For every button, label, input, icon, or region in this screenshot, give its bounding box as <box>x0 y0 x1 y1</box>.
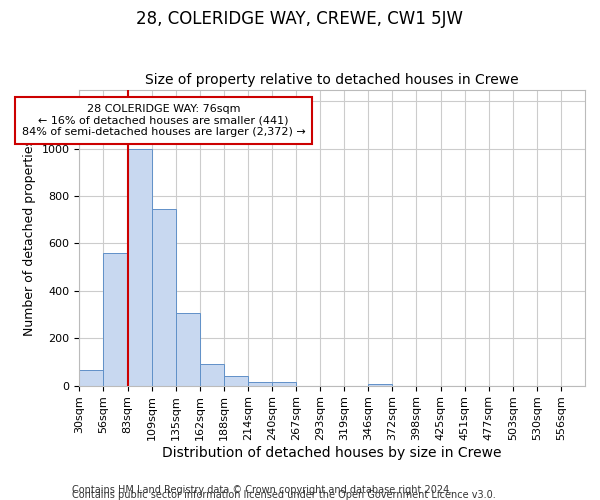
Bar <box>224 376 248 386</box>
Bar <box>368 384 392 386</box>
Bar <box>176 314 200 386</box>
Bar <box>128 149 152 386</box>
Bar <box>152 209 176 386</box>
Bar <box>79 370 103 386</box>
Bar <box>248 382 272 386</box>
Bar <box>272 382 296 386</box>
Text: Contains public sector information licensed under the Open Government Licence v3: Contains public sector information licen… <box>72 490 496 500</box>
X-axis label: Distribution of detached houses by size in Crewe: Distribution of detached houses by size … <box>163 446 502 460</box>
Y-axis label: Number of detached properties: Number of detached properties <box>23 139 36 336</box>
Text: 28, COLERIDGE WAY, CREWE, CW1 5JW: 28, COLERIDGE WAY, CREWE, CW1 5JW <box>137 10 464 28</box>
Text: 28 COLERIDGE WAY: 76sqm
← 16% of detached houses are smaller (441)
84% of semi-d: 28 COLERIDGE WAY: 76sqm ← 16% of detache… <box>22 104 305 137</box>
Title: Size of property relative to detached houses in Crewe: Size of property relative to detached ho… <box>145 73 519 87</box>
Bar <box>200 364 224 386</box>
Text: Contains HM Land Registry data © Crown copyright and database right 2024.: Contains HM Land Registry data © Crown c… <box>72 485 452 495</box>
Bar <box>103 253 128 386</box>
